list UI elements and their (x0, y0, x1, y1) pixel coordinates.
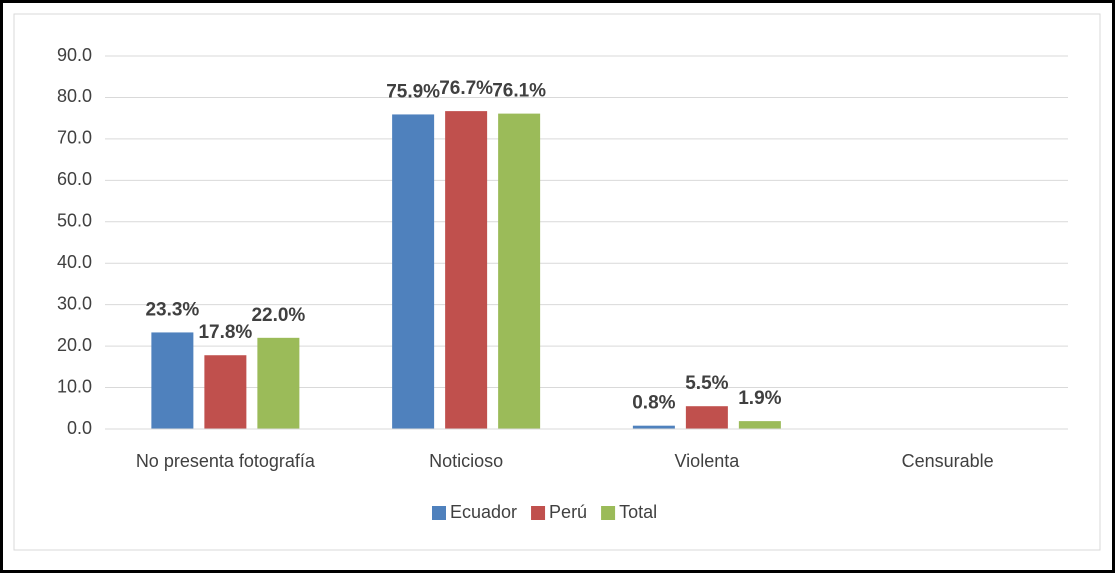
x-tick-label: Violenta (675, 451, 741, 471)
x-tick-label: Censurable (902, 451, 994, 471)
legend-label: Total (619, 502, 657, 522)
data-label: 76.7% (439, 78, 493, 99)
legend-swatch (601, 506, 616, 520)
legend-label: Perú (549, 502, 587, 522)
bar (392, 114, 435, 429)
y-tick-label: 40.0 (57, 252, 92, 272)
legend-swatch (432, 506, 446, 520)
bar (204, 355, 247, 429)
data-label: 75.9% (386, 81, 440, 102)
y-tick-label: 90.0 (57, 45, 92, 65)
y-tick-label: 20.0 (57, 335, 92, 355)
data-label: 76.1% (492, 81, 546, 102)
legend-swatch (531, 506, 546, 520)
bar (498, 113, 541, 429)
bar (632, 425, 675, 429)
data-label: 1.9% (738, 388, 781, 409)
bar (257, 337, 300, 429)
x-tick-label: No presenta fotografía (136, 451, 316, 471)
data-label: 5.5% (685, 373, 728, 394)
data-label: 17.8% (198, 322, 252, 343)
y-tick-label: 60.0 (57, 169, 92, 189)
bar (445, 111, 488, 430)
x-tick-label: Noticioso (429, 451, 503, 471)
bar (685, 406, 728, 429)
y-tick-label: 0.0 (67, 418, 92, 438)
data-label: 22.0% (251, 305, 305, 326)
legend-label: Ecuador (450, 502, 517, 522)
y-tick-label: 10.0 (57, 376, 92, 396)
data-label: 23.3% (145, 299, 199, 320)
data-label: 0.8% (632, 393, 675, 414)
bar (738, 421, 781, 429)
y-tick-label: 70.0 (57, 128, 92, 148)
bar (151, 332, 194, 429)
chart-frame (13, 13, 1101, 551)
y-tick-label: 80.0 (57, 86, 92, 106)
y-tick-label: 30.0 (57, 293, 92, 313)
y-tick-label: 50.0 (57, 211, 92, 231)
